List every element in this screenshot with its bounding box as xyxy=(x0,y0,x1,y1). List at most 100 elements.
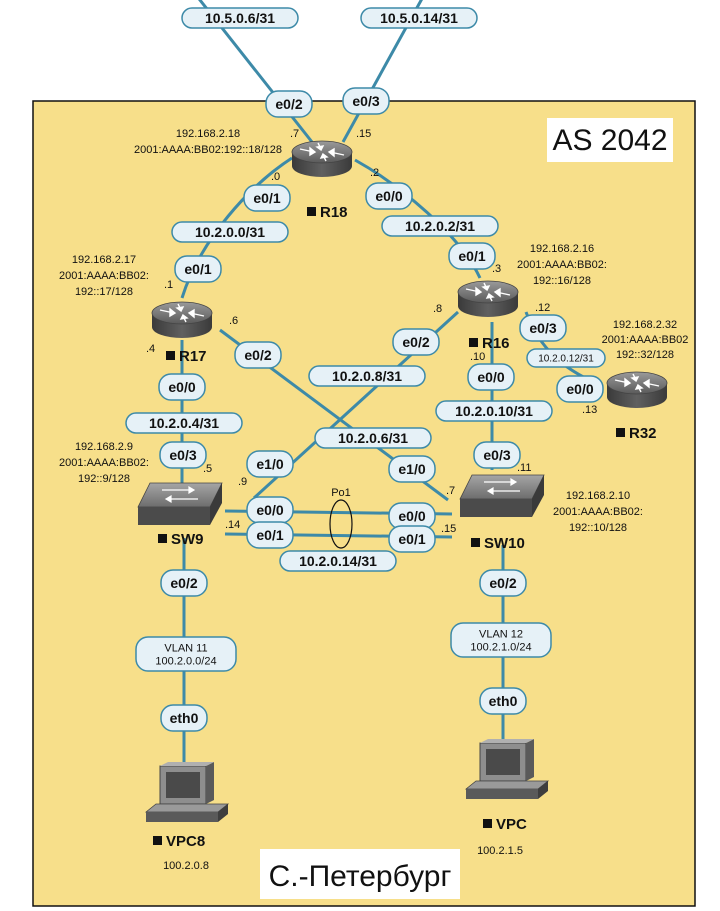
vlan-left-text: 100.2.0.0/24 xyxy=(155,655,216,667)
octet-sw9-14: .14 xyxy=(225,519,240,531)
iface-sw10-e0-1[interactable]: e0/1 xyxy=(388,525,436,553)
city-label-box xyxy=(260,849,460,899)
subnet-up-right: 10.5.0.14/31 xyxy=(360,7,478,29)
router-r18[interactable] xyxy=(291,140,353,178)
iface-r16-e0-2-bg xyxy=(392,328,440,356)
addr-vpc: 100.2.1.5 xyxy=(477,845,523,857)
subnet-r16-sw9-text: 10.2.0.8/31 xyxy=(332,368,402,384)
subnet-sw9-sw10: 10.2.0.14/31 xyxy=(279,550,397,572)
iface-sw9-e0-3-bg xyxy=(159,441,207,469)
iface-r18-e0-0-bg xyxy=(365,182,413,210)
switch-icon xyxy=(137,482,223,526)
addr-r18-ipv6: 2001:AAAA:BB02:192::18/128 xyxy=(134,144,282,156)
iface-r17-e0-0[interactable]: e0/0 xyxy=(158,373,206,401)
vlan-left-bg xyxy=(135,636,237,672)
label-sw10: SW10 xyxy=(484,535,525,552)
iface-r32-e0-0-text: e0/0 xyxy=(566,381,593,397)
iface-vpc8-eth0[interactable]: eth0 xyxy=(160,704,208,732)
iface-sw9-e0-3-text: e0/3 xyxy=(169,447,196,463)
iface-r18-e0-1-text: e0/1 xyxy=(253,190,280,206)
subnet-r17-sw9-bg xyxy=(125,412,243,434)
iface-sw9-e0-1[interactable]: e0/1 xyxy=(246,521,294,549)
iface-sw9-e0-3[interactable]: e0/3 xyxy=(159,441,207,469)
switch-sw10[interactable] xyxy=(459,474,545,518)
octet-sw9-5: .5 xyxy=(203,463,212,475)
as-area xyxy=(32,100,696,907)
iface-sw10-e0-2[interactable]: e0/2 xyxy=(479,569,527,597)
iface-r18-e0-2[interactable]: e0/2 xyxy=(265,90,313,118)
iface-sw9-e0-0-text: e0/0 xyxy=(256,502,283,518)
octet-r17-4: .4 xyxy=(146,343,155,355)
city-label: С.-Петербург xyxy=(269,860,452,893)
iface-r16-e0-2[interactable]: e0/2 xyxy=(392,328,440,356)
iface-vpc-eth0-text: eth0 xyxy=(489,693,518,709)
addr-r17-ipv4: 192.168.2.17 xyxy=(72,254,136,266)
octet-r16-3: .3 xyxy=(492,263,501,275)
port-channel-ellipse xyxy=(329,499,353,549)
as-label-box xyxy=(547,118,673,162)
iface-sw10-e0-3-bg xyxy=(473,441,521,469)
addr-vpc8: 100.2.0.8 xyxy=(163,860,209,872)
subnet-r18-r17: 10.2.0.0/31 xyxy=(171,221,289,243)
iface-sw9-e1-0[interactable]: e1/0 xyxy=(246,450,294,478)
octet-labels: .7 .15 .0 .2 .1 .6 .4 .3 .8 .12 .10 .13 … xyxy=(146,128,597,535)
router-r32[interactable] xyxy=(606,371,668,409)
iface-sw10-e0-3-text: e0/3 xyxy=(483,447,510,463)
iface-vpc8-eth0-bg xyxy=(160,704,208,732)
router-r16[interactable] xyxy=(457,280,519,318)
iface-r18-e0-1[interactable]: e0/1 xyxy=(243,184,291,212)
iface-r16-e0-3-bg xyxy=(519,314,567,342)
subnet-r16-r32-bg xyxy=(526,348,606,368)
iface-vpc-eth0[interactable]: eth0 xyxy=(479,687,527,715)
octet-r18-0: .0 xyxy=(271,171,280,183)
status-square-icon xyxy=(166,351,175,360)
router-r17[interactable] xyxy=(151,301,213,339)
iface-sw10-e1-0-text: e1/0 xyxy=(398,461,425,477)
subnet-r17-sw10: 10.2.0.6/31 xyxy=(314,427,432,449)
device-labels: R18 R17 R16 R32 SW9 SW10 VPC8 VPC xyxy=(153,204,657,850)
vlan-right-bg xyxy=(450,622,552,658)
iface-sw10-e0-0[interactable]: e0/0 xyxy=(388,502,436,530)
iface-sw9-e0-2[interactable]: e0/2 xyxy=(160,569,208,597)
addr-r16-ipv4: 192.168.2.16 xyxy=(530,243,594,255)
iface-r17-e0-1-text: e0/1 xyxy=(184,261,211,277)
iface-sw10-e0-2-text: e0/2 xyxy=(489,575,516,591)
octet-r18-15: .15 xyxy=(356,128,371,140)
iface-sw10-e0-3[interactable]: e0/3 xyxy=(473,441,521,469)
iface-r17-e0-1[interactable]: e0/1 xyxy=(174,255,222,283)
addr-sw9-ipv4: 192.168.2.9 xyxy=(75,441,133,453)
addr-sw10-ipv6-a: 2001:AAAA:BB02: xyxy=(553,506,643,518)
iface-r18-e0-3-bg xyxy=(342,87,390,115)
iface-vpc-eth0-bg xyxy=(479,687,527,715)
octet-sw10-11: .11 xyxy=(517,462,531,474)
iface-sw9-e0-0[interactable]: e0/0 xyxy=(246,496,294,524)
switch-icon xyxy=(459,474,545,518)
iface-r16-e0-1[interactable]: e0/1 xyxy=(448,242,496,270)
switch-sw9[interactable] xyxy=(137,482,223,526)
iface-r32-e0-0[interactable]: e0/0 xyxy=(556,375,604,403)
iface-r18-e0-3[interactable]: e0/3 xyxy=(342,87,390,115)
octet-r17-1: .1 xyxy=(164,279,173,291)
iface-sw9-e1-0-text: e1/0 xyxy=(256,456,283,472)
subnet-r16-sw10-bg xyxy=(435,400,553,422)
status-square-icon xyxy=(483,819,492,828)
iface-r18-e0-0-text: e0/0 xyxy=(375,188,402,204)
iface-r18-e0-0[interactable]: e0/0 xyxy=(365,182,413,210)
subnet-r16-sw10: 10.2.0.10/31 xyxy=(435,400,553,422)
iface-r16-e0-0[interactable]: e0/0 xyxy=(467,363,515,391)
subnet-r18-r17-bg xyxy=(171,221,289,243)
iface-sw9-e0-2-text: e0/2 xyxy=(170,575,197,591)
iface-r16-e0-1-bg xyxy=(448,242,496,270)
iface-sw10-e0-1-bg xyxy=(388,525,436,553)
label-r32: R32 xyxy=(629,425,657,442)
subnet-r18-r16-bg xyxy=(381,215,499,237)
subnet-r18-r16: 10.2.0.2/31 xyxy=(381,215,499,237)
octet-sw9-9: .9 xyxy=(238,476,247,488)
iface-r16-e0-3[interactable]: e0/3 xyxy=(519,314,567,342)
port-channel-label: Po1 xyxy=(331,487,351,499)
iface-r17-e0-2-bg xyxy=(234,341,282,369)
iface-sw10-e1-0[interactable]: e1/0 xyxy=(388,455,436,483)
iface-r17-e0-2[interactable]: e0/2 xyxy=(234,341,282,369)
